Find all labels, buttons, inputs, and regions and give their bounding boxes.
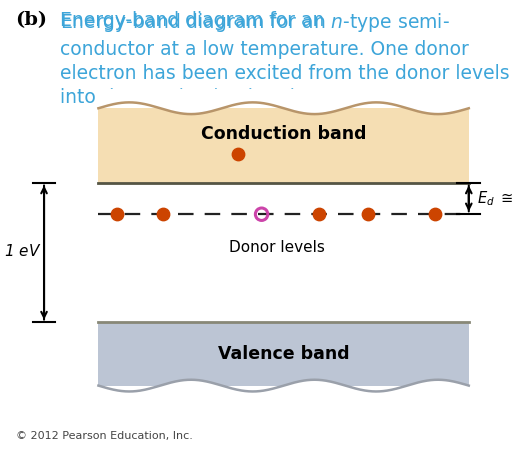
Point bbox=[257, 211, 266, 218]
Text: Conduction band: Conduction band bbox=[201, 125, 366, 143]
Text: $E_\mathregular{d}$ $\cong$ 0.01 eV: $E_\mathregular{d}$ $\cong$ 0.01 eV bbox=[477, 189, 518, 208]
Text: (b): (b) bbox=[16, 11, 48, 29]
Point bbox=[431, 211, 439, 218]
Text: Energy-band diagram for an $n$-type semi-
conductor at a low temperature. One do: Energy-band diagram for an $n$-type semi… bbox=[60, 11, 509, 107]
Text: Energy-band diagram for an: Energy-band diagram for an bbox=[60, 11, 330, 30]
Text: Valence band: Valence band bbox=[218, 345, 350, 363]
Point bbox=[234, 151, 242, 158]
Text: © 2012 Pearson Education, Inc.: © 2012 Pearson Education, Inc. bbox=[16, 431, 192, 441]
Text: Donor levels: Donor levels bbox=[229, 240, 325, 255]
Point bbox=[314, 211, 323, 218]
Point bbox=[112, 211, 121, 218]
Point bbox=[159, 211, 167, 218]
Bar bbox=[98, 108, 469, 183]
Point bbox=[364, 211, 372, 218]
Text: $E_\mathregular{g}$ $\cong$ 1 eV: $E_\mathregular{g}$ $\cong$ 1 eV bbox=[0, 242, 41, 263]
Bar bbox=[98, 322, 469, 386]
